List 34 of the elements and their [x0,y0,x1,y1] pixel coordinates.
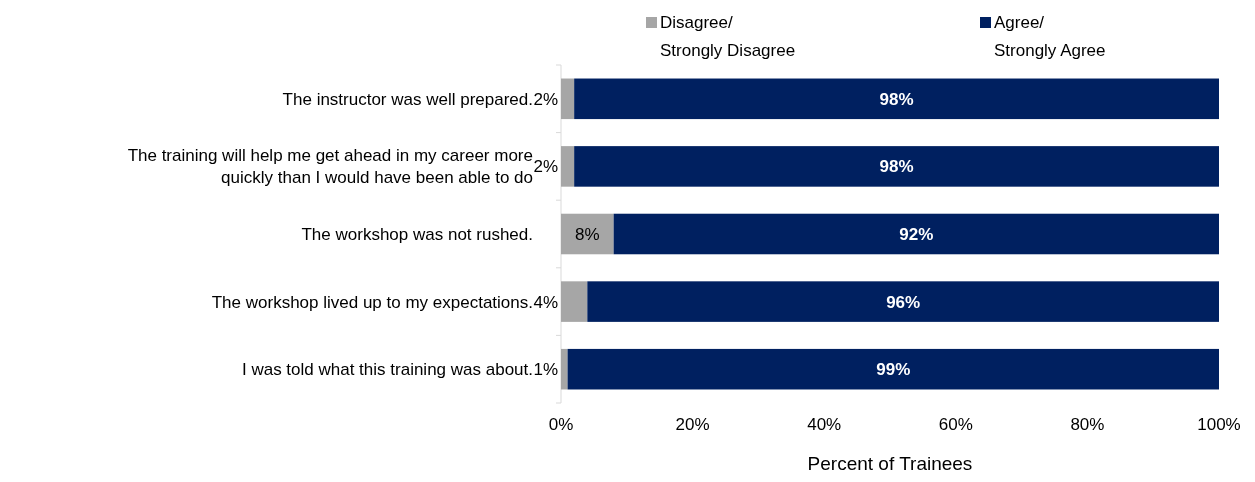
y-tick-label: The training will help me get ahead in my career more quickly than I would have been able to do [127,146,533,188]
data-label: 8% [575,224,600,244]
x-tick-label: 60% [938,415,973,434]
x-tick-label: 80% [1070,415,1105,434]
data-label: 98% [879,89,914,109]
bar [613,213,1219,255]
bar [561,281,588,322]
data-label: 96% [886,292,921,312]
bar [561,213,614,255]
legend-label: Disagree/ Strongly Disagree [660,12,796,60]
y-tick-label: The workshop was not rushed. [301,224,533,244]
x-tick-label: 0% [548,415,574,434]
data-label: 2% [533,89,558,109]
x-tick-label: 100% [1197,415,1241,434]
legend-label: Agree/ Strongly Agree [994,12,1106,60]
x-axis-title: Percent of Trainees [807,453,973,474]
y-tick-label: I was told what this training was about. [241,360,533,380]
data-label: 1% [533,360,558,380]
bar [561,78,575,120]
bar [561,348,568,390]
data-label: 98% [879,157,914,177]
data-label: 92% [899,224,934,244]
bar [561,146,575,187]
x-tick-label: 40% [807,415,842,434]
data-label: 4% [533,292,558,312]
data-label: 99% [876,360,911,380]
bar [574,78,1219,120]
data-label: 2% [533,157,558,177]
bar [574,146,1219,187]
y-tick-label: The workshop lived up to my expectations. [211,292,533,312]
y-tick-label: The instructor was well prepared. [282,89,533,109]
bar [587,281,1219,322]
bar [567,348,1219,390]
x-tick-label: 20% [675,415,710,434]
